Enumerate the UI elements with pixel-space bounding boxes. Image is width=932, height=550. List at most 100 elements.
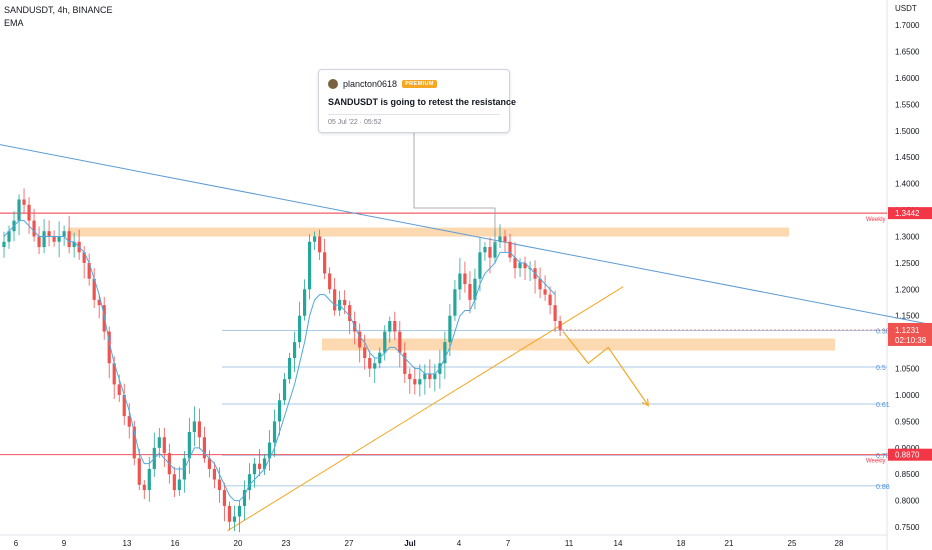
candle-down[interactable] <box>142 484 146 491</box>
candle-down[interactable] <box>202 437 206 459</box>
weekly-resistance-price-tag[interactable] <box>888 207 932 220</box>
candle-up[interactable] <box>42 231 46 248</box>
candle-down[interactable] <box>548 294 552 306</box>
candle-up[interactable] <box>282 379 287 401</box>
candle-down[interactable] <box>538 278 542 290</box>
candle-up[interactable] <box>287 358 292 380</box>
candle-up[interactable] <box>292 342 297 358</box>
candle-up[interactable] <box>262 458 267 469</box>
candle-down[interactable] <box>212 468 217 480</box>
candle-up[interactable] <box>443 342 447 364</box>
candle-down[interactable] <box>413 379 417 385</box>
candle-up[interactable] <box>192 421 196 432</box>
candle-down[interactable] <box>162 437 166 454</box>
candle-up[interactable] <box>57 236 61 242</box>
candle-down[interactable] <box>217 479 222 491</box>
candle-up[interactable] <box>232 516 237 522</box>
candle-down[interactable] <box>22 199 26 205</box>
candle-up[interactable] <box>313 236 317 242</box>
candle-down[interactable] <box>323 252 327 274</box>
candle-down[interactable] <box>207 458 212 469</box>
candle-down[interactable] <box>393 321 397 332</box>
candle-down[interactable] <box>227 505 232 522</box>
candle-down[interactable] <box>403 352 407 374</box>
candle-up[interactable] <box>433 373 437 380</box>
candle-up[interactable] <box>518 262 522 269</box>
candle-up[interactable] <box>277 400 282 422</box>
candle-down[interactable] <box>67 231 71 248</box>
ema-line[interactable] <box>3 220 556 502</box>
candle-down[interactable] <box>513 257 517 269</box>
candle-down[interactable] <box>508 241 512 258</box>
candle-down[interactable] <box>37 236 41 248</box>
candle-down[interactable] <box>97 299 101 306</box>
candle-down[interactable] <box>122 394 126 417</box>
candle-down[interactable] <box>222 490 227 506</box>
candle-down[interactable] <box>137 458 141 485</box>
candle-down[interactable] <box>558 321 562 330</box>
candle-down[interactable] <box>47 231 51 237</box>
candle-down[interactable] <box>488 247 492 258</box>
candle-down[interactable] <box>348 305 352 322</box>
candle-down[interactable] <box>32 220 36 237</box>
candle-down[interactable] <box>333 289 337 311</box>
candle-up[interactable] <box>272 421 277 443</box>
candle-up[interactable] <box>498 236 502 242</box>
candle-up[interactable] <box>478 252 482 279</box>
candle-down[interactable] <box>468 284 472 300</box>
candle-up[interactable] <box>147 468 151 491</box>
candle-down[interactable] <box>318 236 322 253</box>
candle-down[interactable] <box>343 299 347 306</box>
candle-down[interactable] <box>328 273 332 290</box>
candle-up[interactable] <box>308 241 312 290</box>
candle-down[interactable] <box>553 305 557 322</box>
candle-down[interactable] <box>257 463 262 469</box>
candle-up[interactable] <box>373 363 377 369</box>
projection-path[interactable] <box>562 331 649 406</box>
candle-up[interactable] <box>297 315 302 343</box>
candle-down[interactable] <box>82 252 86 263</box>
idea-card[interactable]: plancton0618 PREMIUM SANDUSDT is going t… <box>318 69 516 133</box>
candle-up[interactable] <box>493 241 497 258</box>
candle-up[interactable] <box>458 273 462 290</box>
candle-down[interactable] <box>363 347 367 358</box>
candle-down[interactable] <box>398 331 402 353</box>
candle-up[interactable] <box>453 289 457 316</box>
candle-up[interactable] <box>267 442 272 459</box>
candle-down[interactable] <box>107 331 111 364</box>
candle-up[interactable] <box>247 474 252 491</box>
current-price-tag[interactable] <box>888 322 932 346</box>
candle-up[interactable] <box>17 199 21 221</box>
candle-up[interactable] <box>252 463 257 475</box>
candle-down[interactable] <box>92 278 96 300</box>
trendline-ascending[interactable] <box>227 286 624 532</box>
candle-down[interactable] <box>523 262 527 269</box>
candle-down[interactable] <box>428 373 432 380</box>
candle-down[interactable] <box>132 426 136 459</box>
candle-up[interactable] <box>177 479 181 491</box>
candle-up[interactable] <box>242 490 247 506</box>
candle-up[interactable] <box>383 331 387 353</box>
candle-up[interactable] <box>303 289 307 316</box>
candle-down[interactable] <box>27 204 31 221</box>
candle-up[interactable] <box>388 321 392 332</box>
candle-up[interactable] <box>448 315 452 343</box>
candle-down[interactable] <box>87 262 91 279</box>
candle-up[interactable] <box>423 373 427 380</box>
candle-down[interactable] <box>117 384 121 395</box>
candle-up[interactable] <box>2 241 6 248</box>
weekly-support-price-tag[interactable] <box>888 448 932 461</box>
candle-down[interactable] <box>112 363 116 385</box>
candle-up[interactable] <box>483 247 487 253</box>
author-name[interactable]: plancton0618 <box>343 79 398 89</box>
candle-up[interactable] <box>157 437 161 448</box>
candle-down[interactable] <box>127 416 131 427</box>
candle-up[interactable] <box>237 505 242 517</box>
candle-down[interactable] <box>172 474 176 491</box>
candle-down[interactable] <box>543 289 547 295</box>
candle-up[interactable] <box>473 278 477 300</box>
candle-up[interactable] <box>187 431 191 459</box>
candle-down[interactable] <box>52 236 56 242</box>
candle-up[interactable] <box>62 231 66 237</box>
candle-up[interactable] <box>72 241 76 248</box>
